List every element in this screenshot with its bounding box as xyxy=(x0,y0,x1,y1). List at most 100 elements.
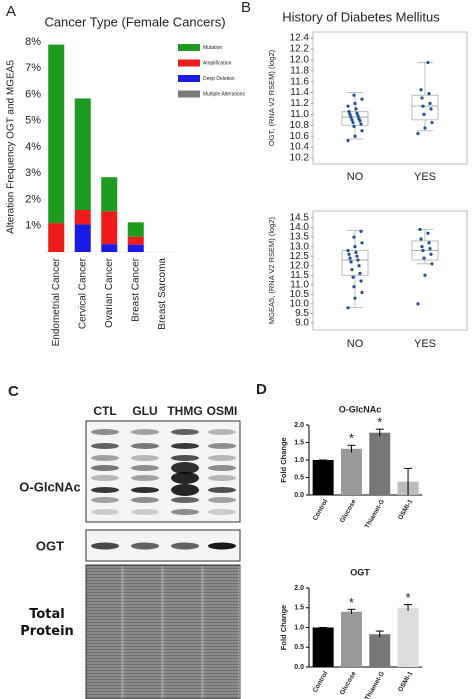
row-label: O-GlcNAc xyxy=(19,479,80,494)
data-point xyxy=(349,115,353,119)
bar-segment xyxy=(127,222,144,237)
bar-segment xyxy=(74,210,91,225)
data-point xyxy=(350,267,354,272)
y-tick-label: 10.6 xyxy=(290,131,310,142)
band xyxy=(171,497,199,503)
bar xyxy=(397,607,419,667)
data-point xyxy=(347,252,351,256)
legend-swatch xyxy=(178,75,200,82)
data-point xyxy=(423,126,427,130)
y-tick-label: 10.5 xyxy=(290,289,310,300)
data-point xyxy=(357,264,361,268)
data-point xyxy=(428,101,432,106)
data-point xyxy=(352,124,356,128)
data-point xyxy=(359,279,363,283)
y-tick-label: 0.0 xyxy=(294,492,304,499)
box xyxy=(341,111,369,126)
panel-label: C xyxy=(8,383,19,400)
data-point xyxy=(419,237,423,241)
band xyxy=(91,443,119,449)
band xyxy=(131,475,159,481)
x-tick-label: Control xyxy=(312,670,330,694)
lane-label: GLU xyxy=(132,404,157,418)
x-tick-label: Endometrial Cancer xyxy=(51,257,62,346)
data-point xyxy=(346,104,350,108)
lane-gap xyxy=(121,566,124,698)
x-tick-label: Cervical Cancer xyxy=(77,257,88,329)
chart-title: OGT xyxy=(350,567,370,577)
band xyxy=(171,443,199,449)
x-tick-label: NO xyxy=(347,171,364,183)
y-tick-label: 13.5 xyxy=(290,232,310,243)
band xyxy=(171,542,199,550)
bar xyxy=(369,432,391,495)
band xyxy=(208,429,236,435)
y-tick-label: 7% xyxy=(25,62,41,74)
lane-label: THMG xyxy=(167,404,202,418)
band xyxy=(208,542,236,550)
data-point xyxy=(356,258,360,262)
data-point xyxy=(359,229,363,233)
band xyxy=(131,487,159,493)
x-tick-label: OSMI-1 xyxy=(397,498,414,521)
band xyxy=(171,509,199,515)
data-point xyxy=(349,260,353,264)
row-label-box: Total Protein xyxy=(20,607,74,639)
data-point xyxy=(352,285,356,289)
band xyxy=(91,542,119,550)
y-tick-label: 6% xyxy=(25,88,41,100)
x-tick-label: Control xyxy=(312,498,330,522)
lane-gap xyxy=(201,566,204,698)
x-tick-label: Glucose xyxy=(339,498,358,524)
bar-segment xyxy=(101,244,118,252)
data-point xyxy=(348,112,352,116)
data-point xyxy=(420,245,424,249)
y-tick-label: 8% xyxy=(25,36,41,48)
row-label: OGT xyxy=(36,538,64,553)
data-point xyxy=(348,256,352,260)
data-point xyxy=(429,107,433,111)
box xyxy=(341,249,369,276)
lane-label: CTL xyxy=(93,404,116,418)
data-point xyxy=(357,117,361,121)
y-tick-label: 12.5 xyxy=(290,251,310,262)
y-tick-label: 11.4 xyxy=(290,87,309,98)
y-tick-label: 2.0 xyxy=(294,585,304,592)
legend-label: Deep Deletion xyxy=(203,76,235,82)
y-tick-label: 9.5 xyxy=(295,308,309,319)
data-point xyxy=(346,306,350,310)
y-tick-label: 1.5 xyxy=(294,439,304,446)
row-label: Total Protein xyxy=(20,607,74,639)
legend-label: Multiple Alterations xyxy=(203,91,245,97)
data-point xyxy=(353,134,357,138)
y-tick-label: 14.5 xyxy=(290,213,310,224)
data-point xyxy=(423,273,427,277)
significance-mark: * xyxy=(349,431,354,446)
band xyxy=(208,443,236,449)
data-point xyxy=(428,246,432,251)
band xyxy=(131,465,159,471)
plot-frame xyxy=(312,210,468,331)
band xyxy=(208,475,236,481)
data-point xyxy=(419,88,423,92)
band xyxy=(91,497,119,503)
band xyxy=(91,509,119,515)
y-tick-label: 12.4 xyxy=(290,33,310,44)
band xyxy=(171,429,199,435)
data-point xyxy=(421,104,425,108)
panel-label: B xyxy=(241,0,251,16)
x-tick-label: Breast Cancer xyxy=(130,257,141,322)
band xyxy=(131,497,159,503)
x-tick-label: Ovarian Cancer xyxy=(104,257,115,328)
data-point xyxy=(354,250,358,254)
bar-segment xyxy=(127,236,144,245)
band xyxy=(208,487,236,493)
data-point xyxy=(416,131,420,136)
y-tick-label: 11.5 xyxy=(290,270,309,281)
y-axis-label: Fold Change xyxy=(279,437,288,482)
y-tick-label: 11.8 xyxy=(290,65,309,76)
significance-mark: * xyxy=(406,590,411,605)
data-point xyxy=(352,93,356,97)
